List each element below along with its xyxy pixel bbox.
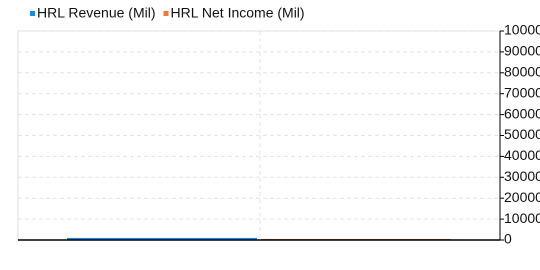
y-tick-label: 10000	[504, 210, 540, 226]
legend-swatch	[30, 11, 35, 16]
y-tick-label: 30000	[504, 168, 540, 184]
y-tick-label: 100000	[504, 22, 540, 38]
y-tick-label: 0	[504, 231, 512, 247]
y-tick-label: 20000	[504, 189, 540, 205]
y-tick-label: 80000	[504, 64, 540, 80]
y-tick-label: 70000	[504, 84, 540, 100]
y-tick-label: 90000	[504, 43, 540, 59]
legend-label: HRL Net Income (Mil)	[171, 5, 305, 21]
legend-label: HRL Revenue (Mil)	[37, 5, 156, 21]
y-tick-label: 60000	[504, 105, 540, 121]
legend-swatch	[163, 11, 169, 16]
bar	[67, 237, 257, 240]
y-tick-label: 50000	[504, 126, 540, 142]
marks	[18, 30, 500, 241]
y-tick-label: 40000	[504, 147, 540, 163]
